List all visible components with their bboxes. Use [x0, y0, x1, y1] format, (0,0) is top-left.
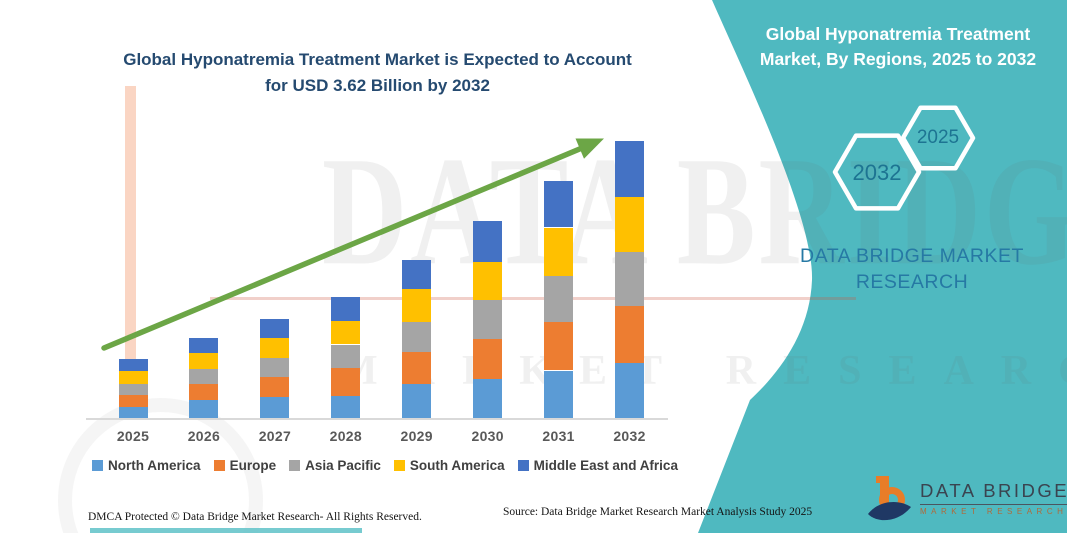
company-logo-name: DATA BRIDGE	[920, 480, 1067, 505]
legend-item-asia-pacific: Asia Pacific	[289, 458, 381, 473]
bar-segment-north-america-2031	[544, 370, 574, 418]
bar-segment-south-america-2030	[473, 261, 503, 301]
bar-segment-north-america-2030	[473, 379, 503, 418]
bar-segment-europe-2032	[615, 305, 644, 363]
watermark-text-secondary: MARKET RESEARCH	[338, 348, 1067, 394]
legend-item-middle-east-and-africa: Middle East and Africa	[517, 458, 678, 473]
legend-swatch	[92, 460, 104, 471]
bar-segment-north-america-2026	[189, 400, 219, 418]
bar-segment-north-america-2027	[260, 396, 290, 418]
bar-segment-asia-pacific-2025	[118, 384, 148, 395]
x-axis-label-2026: 2026	[187, 428, 221, 444]
bar-segment-middle-east-and-africa-2032	[615, 141, 644, 197]
x-axis-label-2032: 2032	[613, 428, 646, 444]
bar-segment-asia-pacific-2030	[473, 300, 503, 340]
bar-segment-middle-east-and-africa-2029	[402, 259, 432, 290]
x-axis-label-2028: 2028	[329, 428, 362, 444]
brand-text-line1: DATA BRIDGE MARKET	[800, 245, 1024, 267]
bar-segment-asia-pacific-2029	[402, 322, 432, 353]
legend-swatch	[517, 460, 529, 471]
legend-label: South America	[409, 458, 505, 473]
bar-segment-south-america-2026	[189, 353, 219, 370]
bar-segment-asia-pacific-2031	[544, 275, 574, 323]
legend-item-north-america: North America	[92, 458, 201, 473]
bar-segment-north-america-2025	[118, 407, 148, 418]
company-logo-icon	[868, 476, 911, 521]
x-axis-label-2029: 2029	[400, 428, 433, 444]
legend-label: Europe	[229, 458, 277, 473]
legend: North America Europe Asia Pacific South Ame…	[80, 458, 690, 473]
bar-segment-middle-east-and-africa-2031	[544, 180, 574, 228]
bar-segment-europe-2031	[544, 322, 574, 371]
legend-swatch	[213, 460, 225, 471]
bar-segment-south-america-2025	[118, 370, 148, 385]
bar-segment-north-america-2028	[331, 395, 361, 418]
source-note: Source: Data Bridge Market Research Mark…	[503, 506, 813, 518]
x-axis-label-2027: 2027	[258, 428, 292, 444]
panel-title-line1: Global Hyponatremia Treatment	[765, 24, 1031, 44]
panel-title: Global Hyponatremia Treatment Market, By…	[742, 22, 1054, 72]
company-logo: DATA BRIDGE MARKET RESEARCH	[868, 474, 1067, 524]
legend-swatch	[289, 460, 301, 471]
bar-segment-south-america-2027	[260, 338, 290, 359]
watermark-text-primary: DATA BRIDGE	[322, 124, 1067, 298]
brand-text: DATA BRIDGE MARKET RESEARCH	[787, 243, 1037, 295]
company-logo-text: DATA BRIDGE MARKET RESEARCH	[920, 480, 1067, 516]
hexagon-2032-label: 2032	[852, 160, 902, 185]
bar-segment-europe-2026	[189, 383, 219, 401]
bar-segment-middle-east-and-africa-2028	[331, 297, 361, 321]
bar-segment-middle-east-and-africa-2026	[189, 337, 219, 353]
company-logo-subtitle: MARKET RESEARCH	[920, 507, 1067, 516]
panel-title-line2: Market, By Regions, 2025 to 2032	[759, 49, 1037, 69]
x-axis-label-2031: 2031	[542, 428, 575, 444]
bar-segment-europe-2028	[331, 368, 361, 396]
x-axis-line	[86, 418, 668, 420]
watermark-logo-stripe	[125, 86, 136, 364]
bar-segment-middle-east-and-africa-2027	[260, 318, 290, 339]
bar-segment-asia-pacific-2032	[615, 252, 644, 306]
hexagon-2025-outline	[900, 105, 976, 171]
legend-item-europe: Europe	[213, 458, 277, 473]
bar-segment-asia-pacific-2027	[260, 358, 290, 377]
brand-text-line2: RESEARCH	[855, 271, 969, 293]
hexagon-2032-outline	[832, 133, 922, 211]
hexagon-badges	[832, 105, 976, 211]
x-axis-label-2025: 2025	[116, 428, 150, 444]
watermark-underline	[210, 297, 856, 300]
bar-segment-middle-east-and-africa-2025	[118, 359, 148, 371]
bar-segment-asia-pacific-2028	[331, 344, 361, 369]
bar-segment-north-america-2029	[402, 384, 432, 418]
bar-segment-europe-2029	[402, 352, 432, 385]
bottom-teal-strip	[90, 528, 362, 533]
bar-segment-asia-pacific-2026	[189, 369, 219, 384]
hexagon-2025-label: 2025	[916, 127, 960, 148]
dmca-notice: DMCA Protected © Data Bridge Market Rese…	[88, 511, 422, 523]
bar-segment-south-america-2028	[331, 320, 361, 345]
legend-label: Asia Pacific	[305, 458, 381, 473]
chart-title-line2: for USD 3.62 Billion by 2032	[265, 76, 490, 95]
legend-item-south-america: South America	[393, 458, 505, 473]
bar-segment-north-america-2032	[615, 362, 644, 418]
legend-label: North America	[108, 458, 201, 473]
legend-label: Middle East and Africa	[533, 458, 678, 473]
bar-segment-europe-2025	[118, 395, 148, 408]
bar-segment-middle-east-and-africa-2030	[473, 220, 503, 262]
chart-title: Global Hyponatremia Treatment Market is …	[85, 47, 670, 99]
bar-segment-south-america-2031	[544, 227, 574, 276]
bar-segment-europe-2027	[260, 376, 290, 397]
bar-segment-europe-2030	[473, 339, 503, 379]
legend-swatch	[393, 460, 405, 471]
chart-title-line1: Global Hyponatremia Treatment Market is …	[123, 50, 632, 69]
bar-segment-south-america-2029	[402, 289, 432, 323]
x-axis-label-2030: 2030	[471, 428, 504, 444]
bar-segment-south-america-2032	[615, 196, 644, 252]
